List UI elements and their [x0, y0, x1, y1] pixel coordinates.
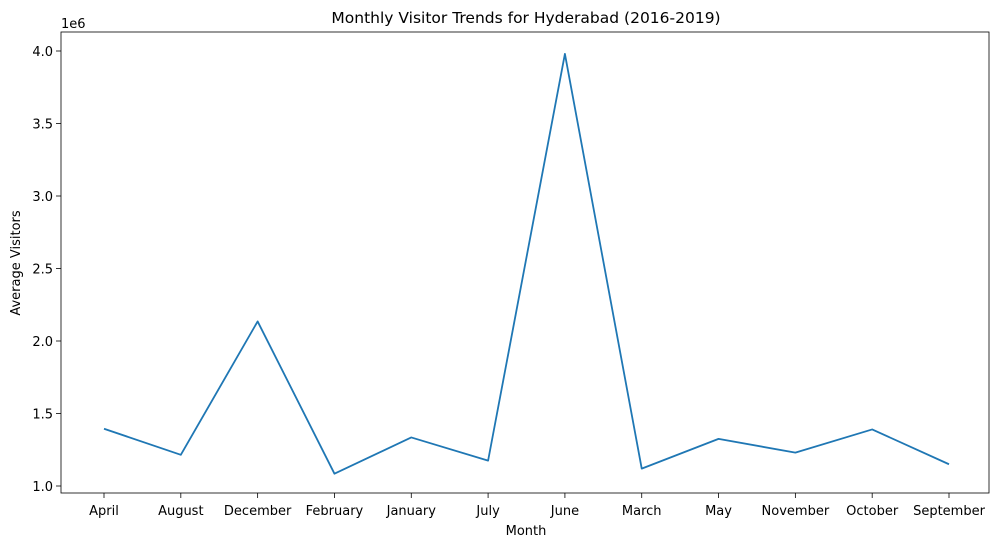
x-tick-label: August [158, 504, 204, 519]
x-tick-label: September [913, 504, 986, 519]
y-tick-label: 4.0 [32, 45, 53, 60]
plot-area-frame [60, 31, 990, 494]
x-tick-label: February [306, 504, 364, 519]
y-tick-label: 3.0 [32, 190, 53, 205]
x-tick-label: June [550, 504, 579, 519]
x-tick-label: May [705, 504, 732, 519]
y-tick-label: 1.0 [32, 480, 53, 495]
y-tick-label: 2.5 [32, 263, 53, 278]
y-axis-label: Average Visitors [9, 210, 24, 316]
chart-title: Monthly Visitor Trends for Hyderabad (20… [331, 9, 720, 27]
y-tick-label: 2.0 [32, 335, 53, 350]
x-tick-label: January [386, 504, 437, 519]
series-line [103, 53, 950, 475]
x-tick-label: November [762, 504, 830, 519]
x-tick-label: March [622, 504, 662, 519]
x-axis-label: Month [506, 524, 547, 539]
x-tick-label: April [89, 504, 119, 519]
x-tick-label: October [846, 504, 899, 519]
x-tick-label: July [475, 504, 500, 519]
y-offset-text: 1e6 [61, 17, 86, 32]
y-tick-label: 1.5 [32, 408, 53, 423]
y-tick-label: 3.5 [32, 118, 53, 133]
x-axis: April August December February January July Ju… [89, 493, 986, 519]
x-tick-label: December [224, 504, 292, 519]
series-layer [103, 53, 950, 475]
y-axis: 1.0 1.5 2.0 2.5 3.0 3.5 4.0 [32, 45, 61, 495]
